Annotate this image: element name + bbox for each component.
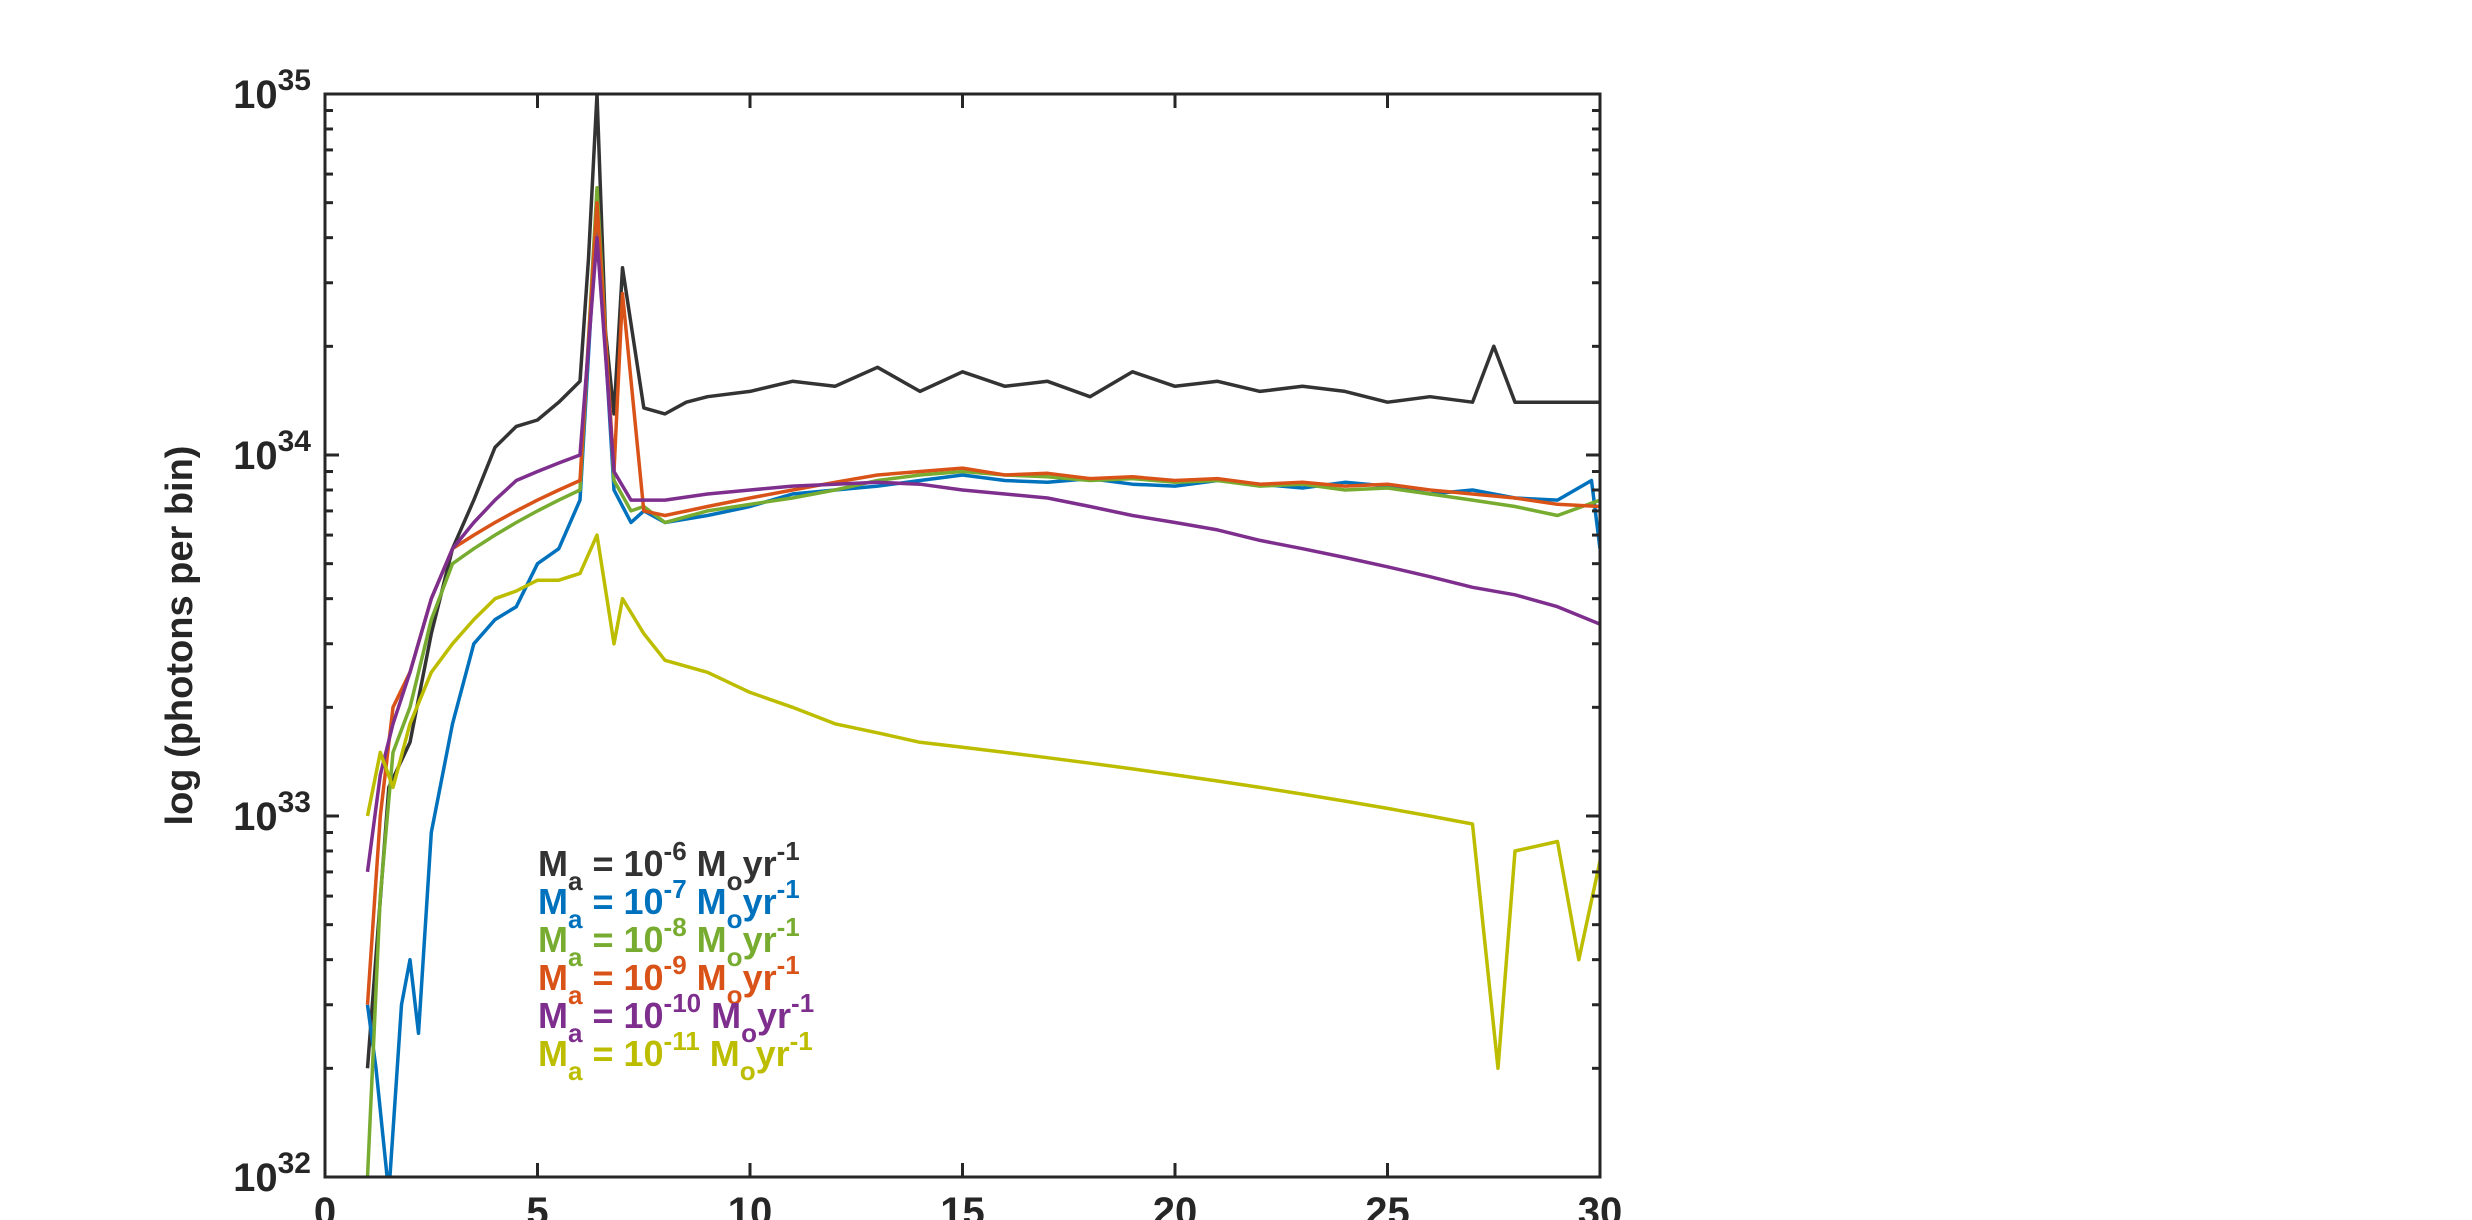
legend-entry-3: Ma = 10-8 Moyr-1 bbox=[538, 912, 800, 972]
legend-entry-4: Ma = 10-9 Moyr-1 bbox=[538, 950, 800, 1010]
x-tick-label: 15 bbox=[940, 1190, 985, 1220]
x-tick-label: 5 bbox=[526, 1190, 548, 1220]
series-line-6 bbox=[365, 533, 1600, 1071]
ticks-layer bbox=[323, 92, 1602, 1179]
series-line-5 bbox=[365, 235, 1600, 873]
y-tick-label: 1035 bbox=[233, 64, 311, 117]
plot-area-frame bbox=[323, 92, 1602, 1179]
legend: Ma = 10-6 Moyr-1Ma = 10-7 Moyr-1Ma = 10-… bbox=[538, 836, 814, 1086]
y-tick-label: 1034 bbox=[233, 425, 311, 478]
x-tick-label: 10 bbox=[728, 1190, 773, 1220]
series-line-3 bbox=[365, 185, 1600, 1177]
legend-entry-5: Ma = 10-10 Moyr-1 bbox=[538, 988, 814, 1048]
legend-entry-2: Ma = 10-7 Moyr-1 bbox=[538, 874, 800, 934]
x-tick-label: 0 bbox=[314, 1190, 336, 1220]
series-layer bbox=[365, 94, 1600, 1177]
x-tick-label: 25 bbox=[1365, 1190, 1410, 1220]
legend-entry-1: Ma = 10-6 Moyr-1 bbox=[538, 836, 800, 896]
y-axis-title: log (photons per bin) bbox=[159, 446, 201, 826]
legend-entry-6: Ma = 10-11 Moyr-1 bbox=[538, 1026, 813, 1086]
series-line-4 bbox=[365, 200, 1600, 1005]
y-tick-label: 1033 bbox=[233, 786, 311, 839]
x-tick-label: 30 bbox=[1578, 1190, 1623, 1220]
series-line-1 bbox=[365, 94, 1600, 1069]
y-tick-label: 1032 bbox=[233, 1147, 311, 1200]
tick-labels-layer: 0 5 10 15 20 25 30 1032 1033 1034 1035 bbox=[233, 64, 1622, 1220]
x-tick-label: 20 bbox=[1153, 1190, 1198, 1220]
